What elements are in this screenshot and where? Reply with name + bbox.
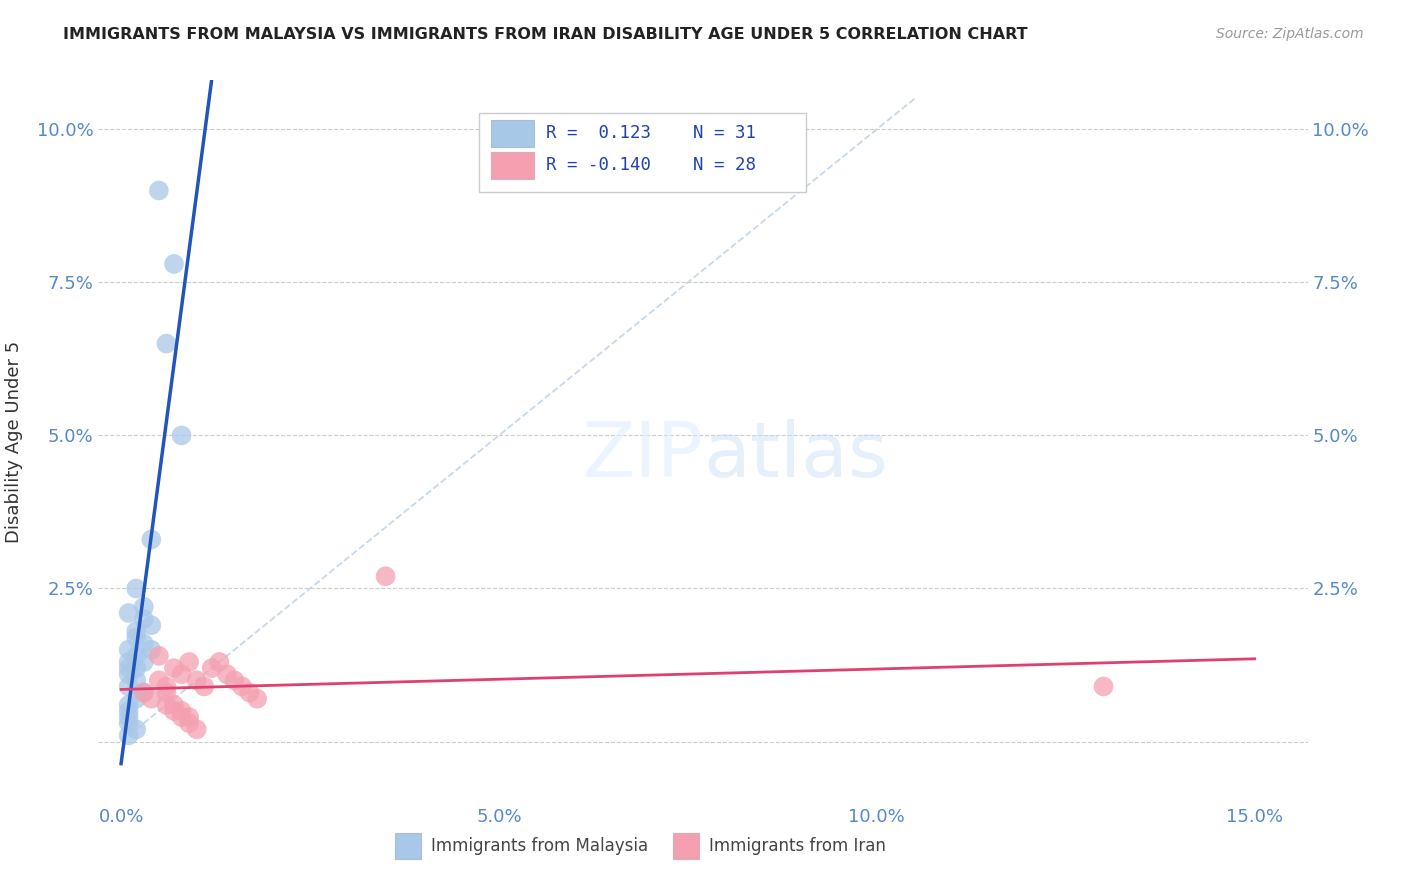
Point xyxy=(125,631,148,645)
Text: atlas: atlas xyxy=(703,419,887,493)
Point xyxy=(132,599,155,614)
Point xyxy=(125,582,148,596)
Text: Immigrants from Malaysia: Immigrants from Malaysia xyxy=(432,838,648,855)
Point xyxy=(215,667,238,681)
Text: IMMIGRANTS FROM MALAYSIA VS IMMIGRANTS FROM IRAN DISABILITY AGE UNDER 5 CORRELAT: IMMIGRANTS FROM MALAYSIA VS IMMIGRANTS F… xyxy=(63,27,1028,42)
Point xyxy=(170,704,193,718)
Point xyxy=(239,685,262,699)
Point xyxy=(132,685,155,699)
Point xyxy=(193,680,215,694)
Point xyxy=(125,661,148,675)
FancyBboxPatch shape xyxy=(672,833,699,859)
Point xyxy=(155,336,177,351)
Point xyxy=(179,710,201,724)
Point xyxy=(246,691,269,706)
Point xyxy=(1092,680,1115,694)
Point xyxy=(141,618,163,632)
Point xyxy=(155,698,177,712)
FancyBboxPatch shape xyxy=(395,833,422,859)
Point xyxy=(125,624,148,639)
Text: Source: ZipAtlas.com: Source: ZipAtlas.com xyxy=(1216,27,1364,41)
Point xyxy=(118,661,141,675)
Point xyxy=(148,673,170,688)
Text: R = -0.140    N = 28: R = -0.140 N = 28 xyxy=(546,156,756,174)
Text: R =  0.123    N = 31: R = 0.123 N = 31 xyxy=(546,124,756,142)
Point xyxy=(148,648,170,663)
Point xyxy=(201,661,224,675)
Point xyxy=(118,698,141,712)
Point xyxy=(118,704,141,718)
Point xyxy=(125,648,148,663)
Point xyxy=(163,698,186,712)
Point xyxy=(141,642,163,657)
Point xyxy=(163,661,186,675)
Point xyxy=(141,533,163,547)
Point xyxy=(132,637,155,651)
Point xyxy=(374,569,396,583)
Point xyxy=(118,716,141,731)
Point xyxy=(132,655,155,669)
Point xyxy=(224,673,246,688)
Text: ZIP: ZIP xyxy=(582,419,703,493)
Point xyxy=(132,612,155,626)
Point xyxy=(118,642,141,657)
Point xyxy=(148,184,170,198)
Point xyxy=(118,667,141,681)
Point xyxy=(179,716,201,731)
Point xyxy=(155,680,177,694)
Point xyxy=(155,685,177,699)
Point xyxy=(186,673,208,688)
Text: Immigrants from Iran: Immigrants from Iran xyxy=(709,838,886,855)
Point xyxy=(170,428,193,442)
Point xyxy=(179,655,201,669)
FancyBboxPatch shape xyxy=(492,152,534,179)
Point xyxy=(118,655,141,669)
Point xyxy=(118,710,141,724)
Point xyxy=(125,723,148,737)
Y-axis label: Disability Age Under 5: Disability Age Under 5 xyxy=(4,341,22,542)
Point xyxy=(141,691,163,706)
Point xyxy=(170,667,193,681)
FancyBboxPatch shape xyxy=(479,112,806,193)
Point xyxy=(186,723,208,737)
Point xyxy=(125,673,148,688)
Point xyxy=(231,680,253,694)
Point xyxy=(170,710,193,724)
Point xyxy=(118,606,141,620)
Point xyxy=(163,257,186,271)
Point xyxy=(132,685,155,699)
Point xyxy=(118,680,141,694)
Point xyxy=(163,704,186,718)
Point xyxy=(125,691,148,706)
Point xyxy=(118,728,141,742)
Point xyxy=(208,655,231,669)
FancyBboxPatch shape xyxy=(492,120,534,147)
